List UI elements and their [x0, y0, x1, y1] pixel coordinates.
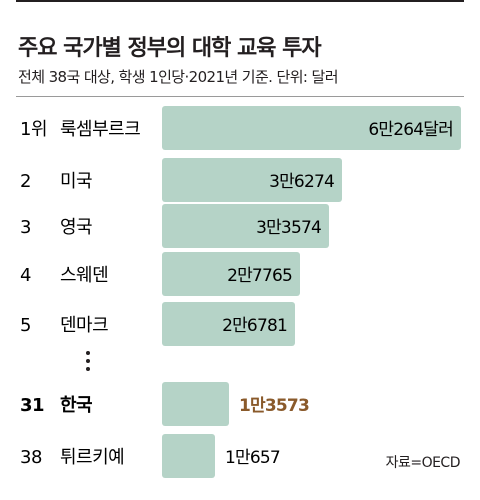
- top-rule: [16, 0, 464, 2]
- header-divider: [16, 96, 464, 97]
- country-label: 스웨덴: [60, 265, 108, 286]
- bar: [162, 204, 329, 248]
- value-label: 1만657: [225, 448, 280, 468]
- ellipsis-dot: [86, 351, 90, 355]
- country-label: 미국: [60, 171, 92, 192]
- country-label: 영국: [60, 217, 92, 238]
- ellipsis-dot: [86, 367, 90, 371]
- bar: [162, 302, 295, 346]
- value-label: 3만6274: [269, 172, 334, 192]
- country-label: 덴마크: [60, 315, 108, 336]
- bar: [162, 382, 229, 426]
- rank-label: 5: [20, 315, 31, 336]
- rank-label: 3: [20, 217, 31, 238]
- bar: [162, 434, 215, 478]
- bar: [162, 252, 300, 296]
- value-label: 3만3574: [256, 218, 321, 238]
- rank-label: 2: [20, 171, 31, 192]
- value-label: 2만7765: [227, 266, 292, 286]
- value-label: 2만6781: [222, 316, 287, 336]
- country-label: 한국: [60, 395, 92, 416]
- rank-label: 38: [20, 447, 42, 468]
- country-label: 룩셈부르크: [60, 119, 140, 140]
- bar: [162, 106, 461, 150]
- rank-gap-ellipsis: [86, 351, 92, 375]
- chart-subtitle: 전체 38국 대상, 학생 1인당·2021년 기준. 단위: 달러: [18, 68, 339, 86]
- chart-title: 주요 국가별 정부의 대학 교육 투자: [18, 36, 322, 61]
- country-label: 튀르키예: [60, 447, 124, 468]
- rank-label: 1위: [20, 119, 47, 140]
- source-note: 자료=OECD: [385, 455, 461, 471]
- rank-label: 31: [20, 395, 44, 416]
- bar: [162, 158, 342, 202]
- rank-label: 4: [20, 265, 31, 286]
- value-label: 1만3573: [239, 396, 309, 416]
- ellipsis-dot: [86, 359, 90, 363]
- value-label: 6만264달러: [368, 120, 453, 140]
